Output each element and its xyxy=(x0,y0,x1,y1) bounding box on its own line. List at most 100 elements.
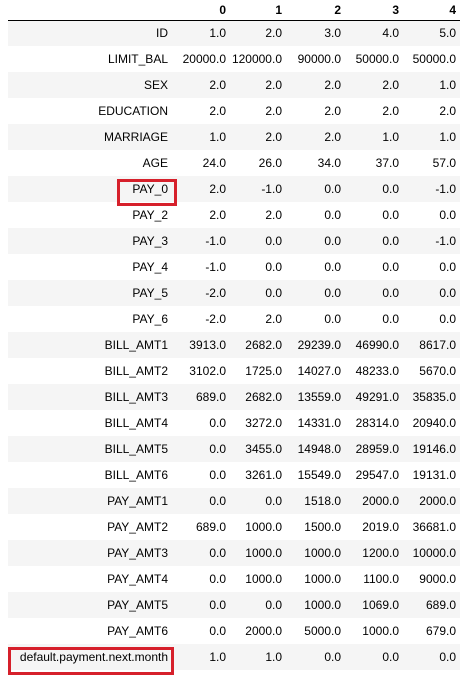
column-header-4: 3 xyxy=(345,0,403,21)
row-label: BILL_AMT1 xyxy=(104,338,168,352)
row-label: PAY_AMT4 xyxy=(107,572,168,586)
table-cell: 0.0 xyxy=(382,286,399,300)
table-cell: 2.0 xyxy=(324,130,341,144)
row-label: PAY_AMT3 xyxy=(107,546,168,560)
table-cell: 0.0 xyxy=(209,468,226,482)
table-cell: 1725.0 xyxy=(245,364,282,378)
table-row: BILL_AMT4 0.0 3272.0 14331.0 28314.0 20940.0 xyxy=(8,410,460,436)
table-cell: 15549.0 xyxy=(297,468,341,482)
table-cell: 37.0 xyxy=(375,156,399,170)
table-row: PAY_6 -2.0 2.0 0.0 0.0 0.0 xyxy=(8,306,460,332)
table-cell: 1000.0 xyxy=(304,572,341,586)
table-cell: -1.0 xyxy=(435,182,456,196)
table-cell: 0.0 xyxy=(439,650,456,664)
table-cell: 48233.0 xyxy=(355,364,399,378)
table-cell: 2.0 xyxy=(209,208,226,222)
table-cell: 1000.0 xyxy=(245,520,282,534)
table-cell: 0.0 xyxy=(209,494,226,508)
table-cell: 29547.0 xyxy=(355,468,399,482)
table-cell: 2682.0 xyxy=(245,390,282,404)
table-cell: 3261.0 xyxy=(245,468,282,482)
table-cell: 2.0 xyxy=(265,26,282,41)
table-cell: 1500.0 xyxy=(304,520,341,534)
table-row: LIMIT_BAL 20000.0 120000.0 90000.0 50000.0 50… xyxy=(8,46,460,72)
table-cell: 1.0 xyxy=(265,650,282,664)
row-label: SEX xyxy=(143,78,168,92)
row-label: LIMIT_BAL xyxy=(107,52,168,66)
table-cell: 2.0 xyxy=(265,78,282,92)
row-label: ID xyxy=(156,26,168,41)
table-cell: 0.0 xyxy=(324,312,341,326)
table-cell: 2019.0 xyxy=(362,520,399,534)
table-cell: 14027.0 xyxy=(297,364,341,378)
row-label: PAY_6 xyxy=(132,312,168,326)
table-cell: 2.0 xyxy=(209,182,226,196)
table-cell: 2.0 xyxy=(439,104,456,118)
table-row: ID 1.0 2.0 3.0 4.0 5.0 xyxy=(8,20,460,46)
table-cell: 0.0 xyxy=(382,208,399,222)
table-cell: 2.0 xyxy=(324,104,341,118)
row-label: PAY_0 xyxy=(132,182,168,196)
table-cell: 1000.0 xyxy=(304,546,341,560)
table-row: PAY_4 -1.0 0.0 0.0 0.0 0.0 xyxy=(8,254,460,280)
table-cell: 35835.0 xyxy=(412,390,456,404)
table-cell: -1.0 xyxy=(205,260,226,274)
table-cell: 20940.0 xyxy=(412,416,456,430)
table-cell: 0.0 xyxy=(324,234,341,248)
table-cell: 0.0 xyxy=(324,182,341,196)
table-cell: 1.0 xyxy=(209,26,226,41)
table-cell: 0.0 xyxy=(265,598,282,612)
table-cell: 1.0 xyxy=(439,78,456,92)
table-body: ID 1.0 2.0 3.0 4.0 5.0 LIMIT_BAL 20000.0 120000.… xyxy=(8,20,460,670)
table-cell: 0.0 xyxy=(265,234,282,248)
table-cell: 1.0 xyxy=(209,130,226,144)
table-cell: 1000.0 xyxy=(362,624,399,638)
table-cell: 19146.0 xyxy=(412,442,456,456)
table-row: PAY_AMT4 0.0 1000.0 1000.0 1100.0 9000.0 xyxy=(8,566,460,592)
table-cell: 1100.0 xyxy=(363,572,399,586)
table-row: PAY_3 -1.0 0.0 0.0 0.0 -1.0 xyxy=(8,228,460,254)
table-cell: 2.0 xyxy=(265,312,282,326)
table-row: MARRIAGE 1.0 2.0 2.0 1.0 1.0 xyxy=(8,124,460,150)
table-cell: 1518.0 xyxy=(304,494,341,508)
table-row: PAY_5 -2.0 0.0 0.0 0.0 0.0 xyxy=(8,280,460,306)
table-cell: 0.0 xyxy=(382,182,399,196)
table-cell: 1000.0 xyxy=(245,572,282,586)
table-row: PAY_AMT5 0.0 0.0 1000.0 1069.0 689.0 xyxy=(8,592,460,618)
row-label: AGE xyxy=(142,156,168,170)
table-cell: 20000.0 xyxy=(182,52,226,66)
table-cell: 2.0 xyxy=(265,104,282,118)
column-header-5: 4 xyxy=(403,0,460,21)
table-cell: 0.0 xyxy=(209,572,226,586)
table-cell: 0.0 xyxy=(324,286,341,300)
table-cell: 5000.0 xyxy=(304,624,341,638)
table-cell: 0.0 xyxy=(209,598,226,612)
table-cell: 2000.0 xyxy=(245,624,282,638)
table-cell: 10000.0 xyxy=(412,546,456,560)
table-cell: 0.0 xyxy=(209,442,226,456)
table-cell: 0.0 xyxy=(439,260,456,274)
table-cell: 0.0 xyxy=(265,260,282,274)
table-cell: 2.0 xyxy=(209,78,226,92)
table-cell: 24.0 xyxy=(202,156,226,170)
column-header-1: 0 xyxy=(172,0,230,21)
table-cell: 49291.0 xyxy=(355,390,399,404)
table-cell: 2.0 xyxy=(209,104,226,118)
table-cell: 14331.0 xyxy=(297,416,341,430)
table-cell: 5670.0 xyxy=(419,364,456,378)
table-cell: 0.0 xyxy=(209,546,226,560)
table-cell: 689.0 xyxy=(195,390,226,404)
table-cell: 34.0 xyxy=(317,156,341,170)
table-cell: 1200.0 xyxy=(362,546,399,560)
table-cell: 1.0 xyxy=(209,650,226,664)
table-cell: -2.0 xyxy=(205,312,226,326)
row-label: PAY_2 xyxy=(132,208,168,222)
table-cell: 120000.0 xyxy=(231,52,282,66)
table-cell: 2.0 xyxy=(324,78,341,92)
row-label: PAY_AMT5 xyxy=(107,598,168,612)
row-label: EDUCATION xyxy=(98,104,168,118)
table-cell: 0.0 xyxy=(265,286,282,300)
